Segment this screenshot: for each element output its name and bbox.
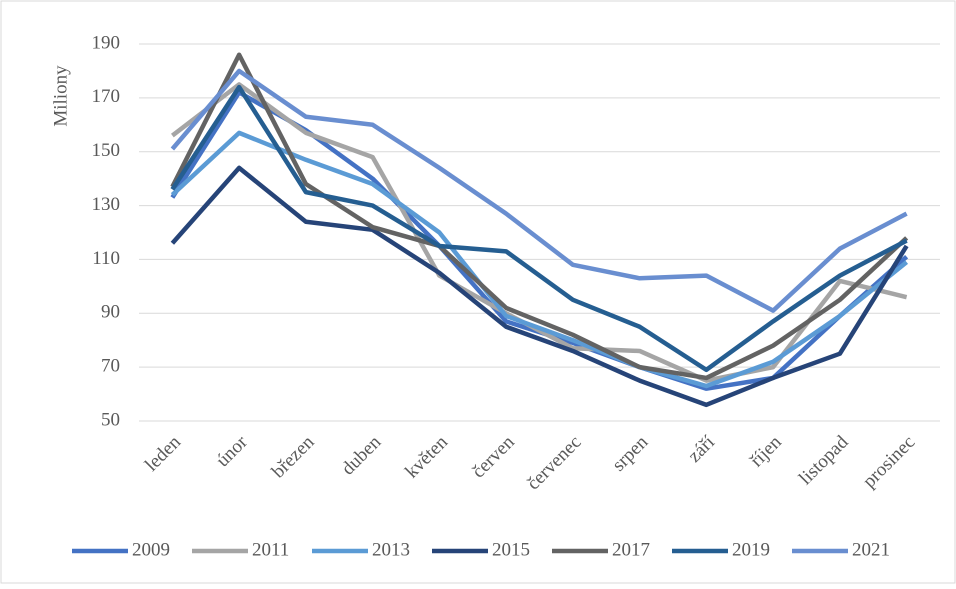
y-tick-label: 190 bbox=[92, 32, 121, 53]
legend-label: 2017 bbox=[612, 539, 650, 560]
y-tick-label: 170 bbox=[92, 86, 121, 107]
series-line bbox=[170, 52, 909, 381]
y-tick-label: 50 bbox=[101, 409, 120, 430]
y-tick-label: 110 bbox=[92, 248, 120, 269]
series-line bbox=[170, 68, 908, 313]
legend-label: 2019 bbox=[732, 539, 770, 560]
y-axis-label: Miliony bbox=[50, 65, 71, 127]
series-line bbox=[170, 84, 908, 373]
series-line bbox=[170, 130, 909, 389]
legend-label: 2013 bbox=[372, 539, 410, 560]
legend-label: 2011 bbox=[252, 539, 289, 560]
y-tick-label: 150 bbox=[92, 140, 121, 161]
y-tick-label: 90 bbox=[101, 302, 120, 323]
y-tick-label: 130 bbox=[92, 194, 121, 215]
legend-label: 2009 bbox=[132, 539, 170, 560]
y-tick-label: 70 bbox=[101, 356, 120, 377]
legend-label: 2015 bbox=[492, 539, 530, 560]
series-line bbox=[170, 165, 909, 408]
legend-label: 2021 bbox=[852, 539, 890, 560]
